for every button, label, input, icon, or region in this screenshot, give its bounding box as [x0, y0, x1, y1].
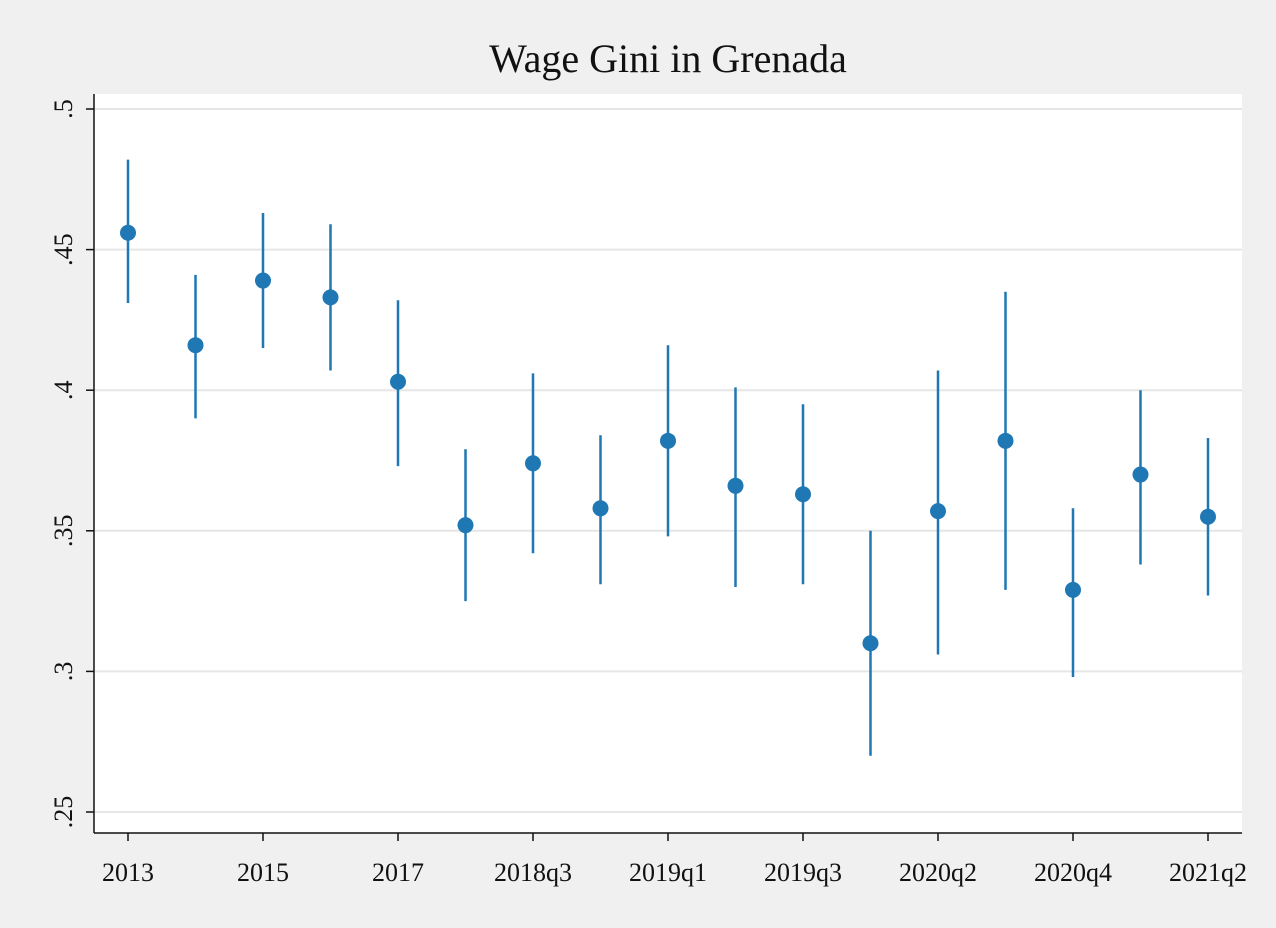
data-point	[997, 432, 1014, 449]
x-axis-ticks: 2013 2015 2017 2018q3 2019q1 2019q3 2020q2 2020…	[102, 833, 1247, 887]
y-tick-label: .35	[49, 515, 78, 548]
data-point	[930, 503, 946, 520]
data-point	[120, 224, 136, 241]
data-point	[322, 289, 339, 306]
data-point	[727, 477, 744, 494]
x-tick-label: 2017	[372, 858, 424, 887]
y-tick-label: .4	[49, 380, 78, 400]
data-point	[660, 432, 676, 449]
data-point	[525, 455, 541, 472]
y-tick-label: .5	[49, 99, 78, 119]
x-tick-label: 2019q1	[629, 858, 707, 887]
y-tick-label: .45	[49, 233, 78, 266]
y-tick-label: .25	[49, 796, 78, 829]
data-marks	[120, 159, 1216, 756]
data-point	[592, 500, 609, 517]
x-tick-label: 2013	[102, 858, 154, 887]
x-tick-label: 2018q3	[494, 858, 572, 887]
data-point	[862, 635, 879, 652]
x-tick-label: 2015	[237, 858, 289, 887]
data-point	[1200, 508, 1216, 525]
x-tick-label: 2020q2	[899, 858, 977, 887]
data-point	[390, 373, 406, 390]
data-point	[1132, 466, 1149, 483]
y-tick-label: .3	[49, 662, 78, 682]
y-axis-ticks: .25 .3 .35 .4 .45 .5	[49, 99, 94, 828]
x-tick-label: 2020q4	[1034, 858, 1112, 887]
chart-title: Wage Gini in Grenada	[489, 36, 847, 81]
data-point	[795, 486, 811, 503]
data-point	[457, 517, 474, 534]
data-point	[255, 272, 271, 289]
data-point	[1065, 581, 1081, 598]
x-tick-label: 2019q3	[764, 858, 842, 887]
x-tick-label: 2021q2	[1169, 858, 1247, 887]
data-point	[187, 337, 204, 354]
